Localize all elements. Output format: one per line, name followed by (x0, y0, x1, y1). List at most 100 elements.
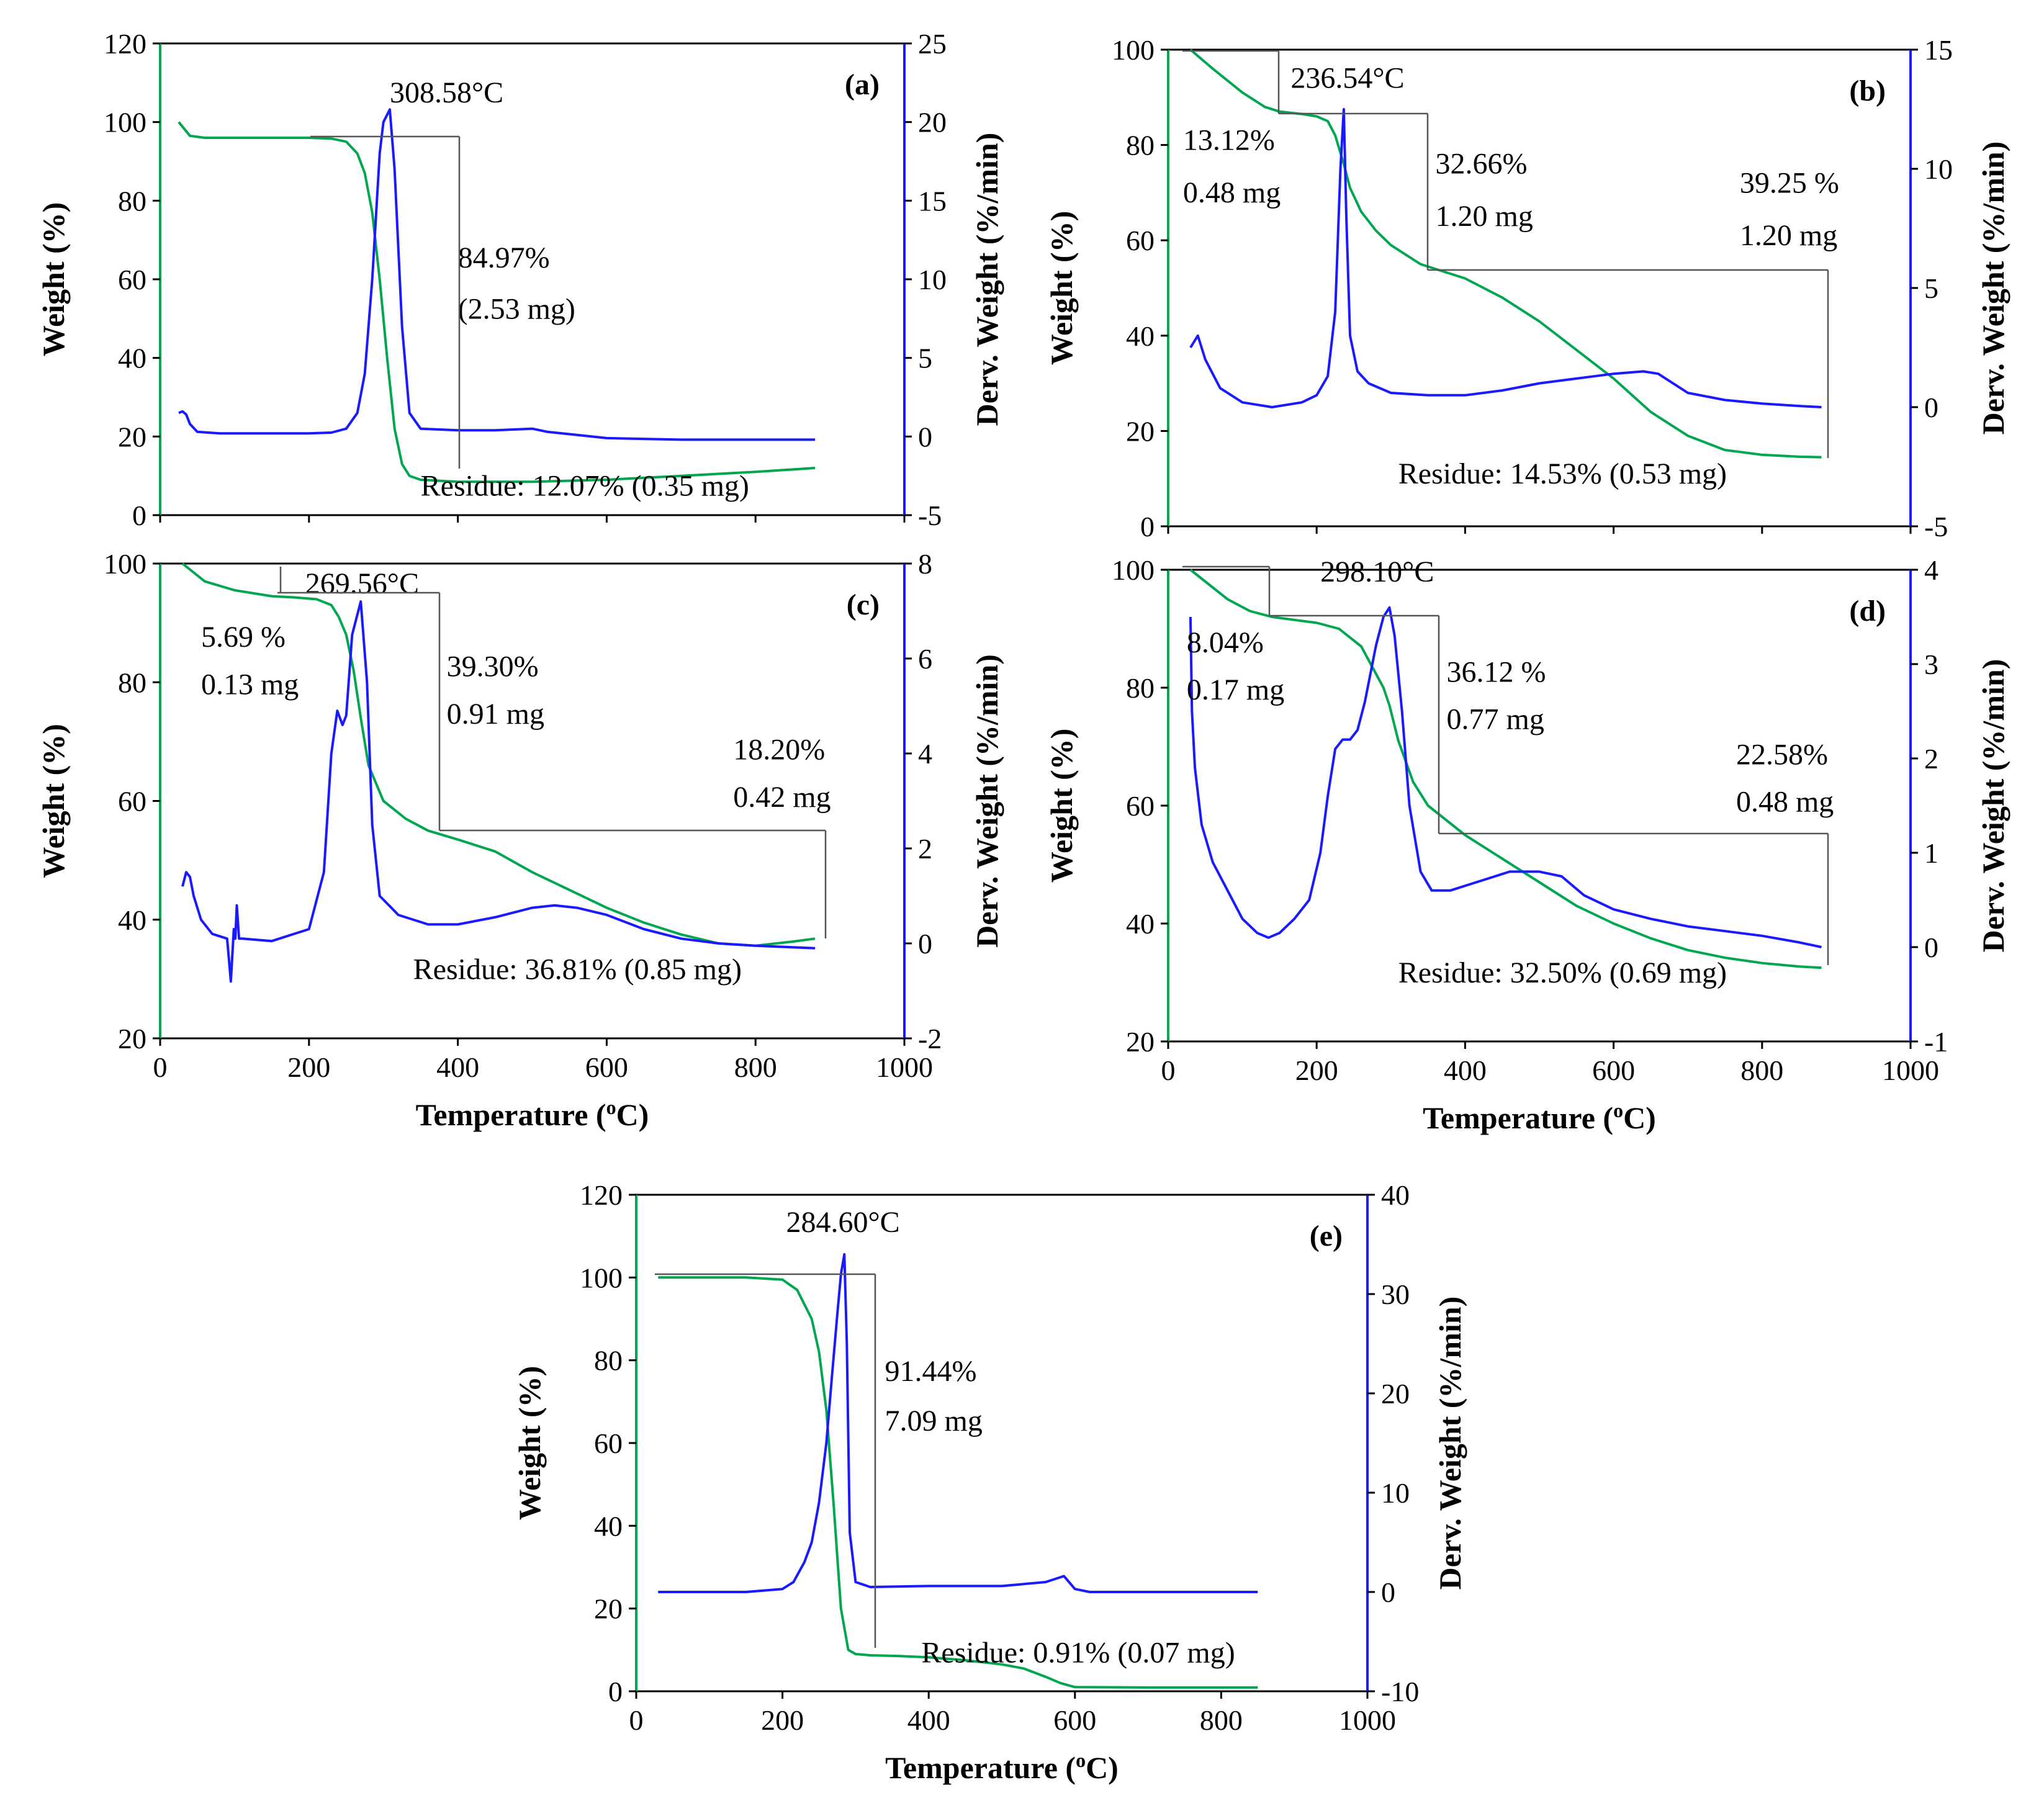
y2-tick-label: 10 (1924, 153, 1953, 185)
panel-label: (c) (847, 588, 880, 621)
annotation-label: 0.48 mg (1736, 786, 1834, 819)
annotation-label: 284.60°C (786, 1206, 899, 1239)
y2-tick-label: 20 (1381, 1378, 1410, 1410)
annotation-label: 7.09 mg (885, 1405, 983, 1437)
annotation-label: 8.04% (1187, 626, 1264, 659)
y2-tick-label: 5 (1924, 272, 1938, 304)
chart-panel-e: 0 200 400 600 800 1000 0 20 40 60 80 100 120 -10 0 10 20… (512, 1179, 1467, 1785)
x-tick-label: 200 (287, 1051, 330, 1083)
annotation-label: Residue: 0.91% (0.07 mg) (921, 1636, 1235, 1669)
y-tick-label: 100 (104, 107, 146, 138)
annotation-label: Residue: 32.50% (0.69 mg) (1398, 956, 1727, 989)
annotation-label: Residue: 36.81% (0.85 mg) (413, 953, 742, 986)
annotation-label: 0.91 mg (447, 698, 544, 731)
y2-axis-title: Derv. Weight (%/min) (1433, 1297, 1467, 1590)
y2-tick-label: 0 (1924, 392, 1938, 423)
y2-axis-title: Derv. Weight (%/min) (970, 654, 1004, 948)
annotation-label: 36.12 % (1447, 656, 1546, 689)
x-tick-label: 800 (734, 1051, 777, 1083)
chart-panel-b: 0 20 40 60 80 100 -5 0 5 10 15 Weight (%) Derv. Weig… (1044, 34, 2010, 542)
y2-tick-label: 0 (1381, 1576, 1395, 1608)
x-axis-title-part: Temperature ( (416, 1097, 606, 1132)
measurement-guide-line (1182, 50, 1829, 458)
annotation-label: (2.53 mg) (458, 292, 575, 325)
y2-tick-label: -5 (1924, 511, 1948, 542)
x-tick-label: 1000 (1882, 1054, 1939, 1086)
y2-tick-label: 15 (1924, 34, 1953, 66)
y2-tick-label: 8 (918, 548, 932, 580)
measurement-guide-line (655, 1273, 876, 1648)
y2-tick-label: -10 (1381, 1676, 1419, 1707)
annotation-label: 39.30% (447, 650, 539, 683)
x-tick-label: 200 (761, 1704, 804, 1736)
y-tick-label: 0 (132, 500, 146, 531)
y-tick-label: 40 (1126, 908, 1155, 940)
annotation-label: 22.58% (1736, 739, 1828, 771)
x-tick-label: 600 (1592, 1054, 1635, 1086)
y2-tick-label: 5 (918, 343, 932, 374)
y2-tick-label: -1 (1924, 1026, 1948, 1058)
x-tick-label: 0 (1161, 1054, 1176, 1086)
y-tick-label: 40 (118, 343, 146, 374)
derivative-curve (181, 600, 816, 983)
y2-tick-label: 10 (1381, 1477, 1410, 1509)
y-tick-label: 60 (1126, 790, 1155, 822)
y2-tick-label: 3 (1924, 649, 1938, 680)
y-axis-title: Weight (%) (1044, 211, 1079, 366)
x-axis-title-part: o (1613, 1099, 1623, 1122)
y-tick-label: 100 (580, 1262, 623, 1293)
y2-axis-title: Derv. Weight (%/min) (1976, 142, 2010, 435)
y2-tick-label: -5 (918, 500, 942, 531)
y2-tick-label: 4 (918, 738, 932, 770)
x-tick-label: 800 (1200, 1704, 1243, 1736)
annotation-label: 32.66% (1436, 148, 1528, 181)
y2-tick-label: 2 (1924, 743, 1938, 775)
y2-axis-title: Derv. Weight (%/min) (1976, 659, 2010, 953)
y-tick-label: 120 (104, 28, 146, 60)
panel-label: (d) (1849, 595, 1886, 627)
y2-tick-label: 15 (918, 185, 947, 217)
y-tick-label: 40 (1126, 320, 1155, 352)
x-tick-label: 0 (153, 1051, 168, 1083)
annotation-label: 298.10°C (1320, 555, 1434, 588)
panel-label: (e) (1310, 1220, 1343, 1252)
y-tick-label: 60 (1126, 225, 1155, 256)
annotation-label: 0.13 mg (201, 668, 299, 701)
x-tick-label: 600 (1053, 1704, 1096, 1736)
y-tick-label: 80 (118, 667, 146, 698)
x-axis-title-part: Temperature ( (1423, 1100, 1613, 1135)
y2-tick-label: 2 (918, 833, 932, 865)
annotation-label: Residue: 12.07% (0.35 mg) (421, 469, 749, 502)
y-tick-label: 120 (580, 1179, 623, 1211)
annotation-label: 5.69 % (201, 621, 286, 654)
y-axis-title: Weight (%) (1044, 729, 1079, 883)
chart-panel-a: 0 20 40 60 80 100 120 -5 0 5 10 15 20 25 Weight (%) Der… (36, 28, 1004, 531)
chart-panel-c: 0 200 400 600 800 1000 20 40 60 80 100 -2 0 2 4 6 8 Weigh… (36, 548, 1004, 1132)
y-axis-title: Weight (%) (36, 202, 71, 357)
x-axis-title: Temperature (oC) (1423, 1099, 1656, 1135)
weight-curve (1189, 48, 1822, 459)
y-tick-label: 80 (594, 1345, 623, 1377)
annotation-label: 84.97% (458, 241, 550, 274)
annotation-label: 0.42 mg (733, 781, 831, 814)
y-tick-label: 40 (118, 904, 146, 936)
x-tick-label: 0 (629, 1704, 644, 1736)
weight-curve (1189, 569, 1822, 969)
derivative-curve (1189, 108, 1822, 408)
x-tick-label: 400 (907, 1704, 950, 1736)
annotation-label: 0.48 mg (1183, 176, 1281, 209)
annotation-label: 236.54°C (1290, 61, 1404, 94)
weight-curve (178, 121, 816, 483)
derivative-curve (658, 1253, 1258, 1593)
annotation-label: 269.56°C (305, 567, 419, 600)
y2-tick-label: 0 (1924, 932, 1938, 963)
y2-tick-label: 20 (918, 107, 947, 138)
derivative-curve (178, 108, 816, 441)
x-axis-title-part: C) (616, 1097, 649, 1132)
panel-label: (a) (845, 68, 880, 101)
measurement-guide-line (277, 567, 827, 938)
y-tick-label: 60 (118, 786, 146, 817)
derivative-curve (1189, 606, 1822, 948)
y-tick-label: 60 (594, 1428, 623, 1459)
